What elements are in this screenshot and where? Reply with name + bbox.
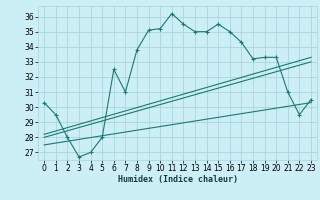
X-axis label: Humidex (Indice chaleur): Humidex (Indice chaleur) — [118, 175, 238, 184]
